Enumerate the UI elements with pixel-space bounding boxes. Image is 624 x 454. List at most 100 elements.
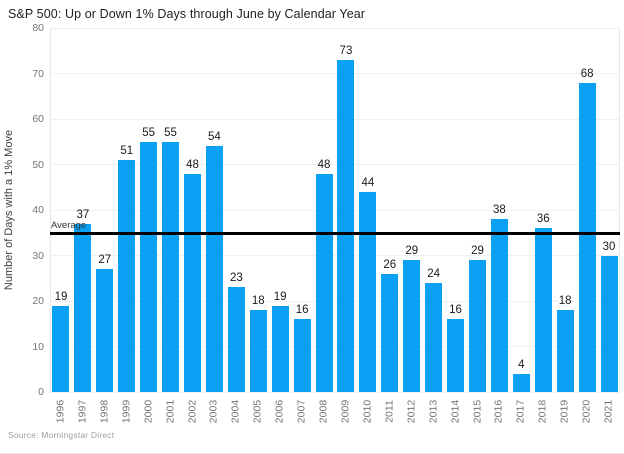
bar-2021 bbox=[600, 255, 618, 392]
bar-value-2018: 36 bbox=[536, 213, 550, 226]
bar-2016 bbox=[490, 219, 508, 392]
x-tick-label-2010: 2010 bbox=[361, 399, 374, 424]
average-line-label: Average bbox=[51, 220, 87, 232]
bar-2000 bbox=[140, 141, 158, 392]
bar-2005 bbox=[249, 310, 267, 392]
x-tick-label-2001: 2001 bbox=[164, 399, 177, 424]
gridline-70 bbox=[50, 73, 620, 74]
bar-value-1999: 51 bbox=[120, 144, 134, 157]
x-tick-label-1999: 1999 bbox=[120, 399, 133, 424]
chart-title: S&P 500: Up or Down 1% Days through June… bbox=[8, 7, 366, 21]
y-tick-label-10: 10 bbox=[32, 340, 44, 353]
average-line bbox=[50, 232, 620, 236]
bar-2008 bbox=[315, 173, 333, 392]
bar-2019 bbox=[556, 310, 574, 392]
bar-2001 bbox=[162, 141, 180, 392]
x-tick-label-2020: 2020 bbox=[580, 399, 593, 424]
bar-value-2004: 23 bbox=[229, 272, 243, 285]
gridline-50 bbox=[50, 164, 620, 165]
bar-value-2003: 54 bbox=[208, 131, 221, 144]
bar-value-2015: 29 bbox=[471, 245, 484, 258]
y-tick-label-30: 30 bbox=[32, 249, 44, 262]
x-tick-label-2003: 2003 bbox=[207, 399, 220, 424]
bar-value-1996: 19 bbox=[54, 290, 68, 303]
bar-value-2020: 68 bbox=[580, 67, 594, 80]
x-tick-label-2006: 2006 bbox=[273, 399, 286, 424]
y-tick-label-80: 80 bbox=[32, 22, 44, 34]
bar-value-1998: 27 bbox=[98, 254, 112, 267]
gridline-20 bbox=[50, 300, 620, 302]
bar-value-2002: 48 bbox=[186, 158, 199, 171]
bar-2009 bbox=[337, 59, 355, 392]
bar-2011 bbox=[381, 273, 399, 392]
bar-1996 bbox=[52, 305, 70, 392]
y-tick-label-70: 70 bbox=[32, 67, 44, 80]
x-tick-label-2012: 2012 bbox=[405, 399, 418, 424]
bar-value-2012: 29 bbox=[405, 245, 419, 258]
bar-2006 bbox=[271, 305, 289, 392]
bar-1997 bbox=[74, 223, 92, 392]
x-tick-label-2007: 2007 bbox=[295, 399, 308, 424]
x-tick-label-2014: 2014 bbox=[449, 399, 462, 424]
x-tick-label-2009: 2009 bbox=[339, 399, 352, 424]
bar-value-2019: 18 bbox=[558, 295, 572, 308]
bar-2010 bbox=[359, 191, 377, 392]
bar-2015 bbox=[469, 260, 486, 392]
bar-2007 bbox=[293, 319, 311, 392]
y-tick-label-0: 0 bbox=[38, 386, 44, 398]
x-tick-label-1998: 1998 bbox=[98, 399, 111, 424]
gridline-80 bbox=[50, 27, 620, 29]
bar-value-2008: 48 bbox=[317, 158, 331, 171]
x-tick-label-2013: 2013 bbox=[427, 399, 440, 424]
bar-1999 bbox=[118, 159, 136, 392]
bar-2013 bbox=[425, 282, 443, 392]
y-tick-label-50: 50 bbox=[32, 158, 44, 171]
bar-2020 bbox=[578, 82, 596, 392]
bar-2018 bbox=[534, 228, 552, 392]
x-tick-label-2000: 2000 bbox=[142, 399, 155, 424]
x-tick-label-2017: 2017 bbox=[514, 399, 527, 424]
x-tick-label-2005: 2005 bbox=[251, 399, 264, 424]
x-tick-label-1997: 1997 bbox=[76, 399, 89, 424]
bar-2003 bbox=[205, 146, 223, 392]
bar-2014 bbox=[447, 319, 465, 392]
gridline-10 bbox=[50, 346, 620, 347]
y-axis-line bbox=[50, 28, 51, 392]
y-tick-label-20: 20 bbox=[32, 295, 44, 307]
x-tick-label-2021: 2021 bbox=[602, 399, 615, 424]
plot-area: 19 1996 37 1997 27 1998 51 1999 55 2000 55 2001 48 20… bbox=[50, 27, 620, 423]
bar-value-2006: 19 bbox=[273, 290, 287, 303]
bar-value-2013: 24 bbox=[427, 267, 441, 280]
x-tick-label-2002: 2002 bbox=[186, 399, 198, 424]
y-tick-label-60: 60 bbox=[32, 113, 44, 125]
bar-value-2016: 38 bbox=[493, 204, 506, 217]
bar-2017 bbox=[512, 373, 530, 392]
x-tick-label-2004: 2004 bbox=[229, 399, 242, 424]
bar-2012 bbox=[403, 260, 421, 392]
x-tick-label-2008: 2008 bbox=[317, 399, 330, 424]
bar-value-2021: 30 bbox=[602, 240, 616, 253]
gridline-60 bbox=[50, 118, 620, 120]
bar-2002 bbox=[184, 173, 201, 392]
bar-value-2011: 26 bbox=[383, 258, 397, 271]
x-tick-label-2011: 2011 bbox=[383, 400, 396, 423]
x-tick-label-2018: 2018 bbox=[536, 399, 549, 424]
x-tick-label-2015: 2015 bbox=[471, 399, 483, 424]
gridline-0 bbox=[50, 391, 620, 393]
gridline-40 bbox=[50, 209, 620, 211]
bar-value-2010: 44 bbox=[361, 176, 375, 189]
x-tick-label-1996: 1996 bbox=[54, 399, 67, 424]
plot-right-border bbox=[619, 28, 620, 392]
bar-2004 bbox=[227, 287, 245, 392]
bar-value-2005: 18 bbox=[251, 295, 265, 308]
source-note: Source: Morningstar Direct bbox=[8, 430, 115, 440]
bar-value-1997: 37 bbox=[76, 208, 90, 221]
bar-value-2007: 16 bbox=[295, 304, 309, 317]
x-tick-label-2019: 2019 bbox=[558, 399, 571, 424]
gridline-30 bbox=[50, 255, 620, 256]
x-tick-label-2016: 2016 bbox=[492, 399, 505, 424]
y-tick-label-40: 40 bbox=[32, 204, 44, 216]
bar-value-2014: 16 bbox=[449, 304, 462, 317]
bar-value-2000: 55 bbox=[142, 126, 156, 139]
